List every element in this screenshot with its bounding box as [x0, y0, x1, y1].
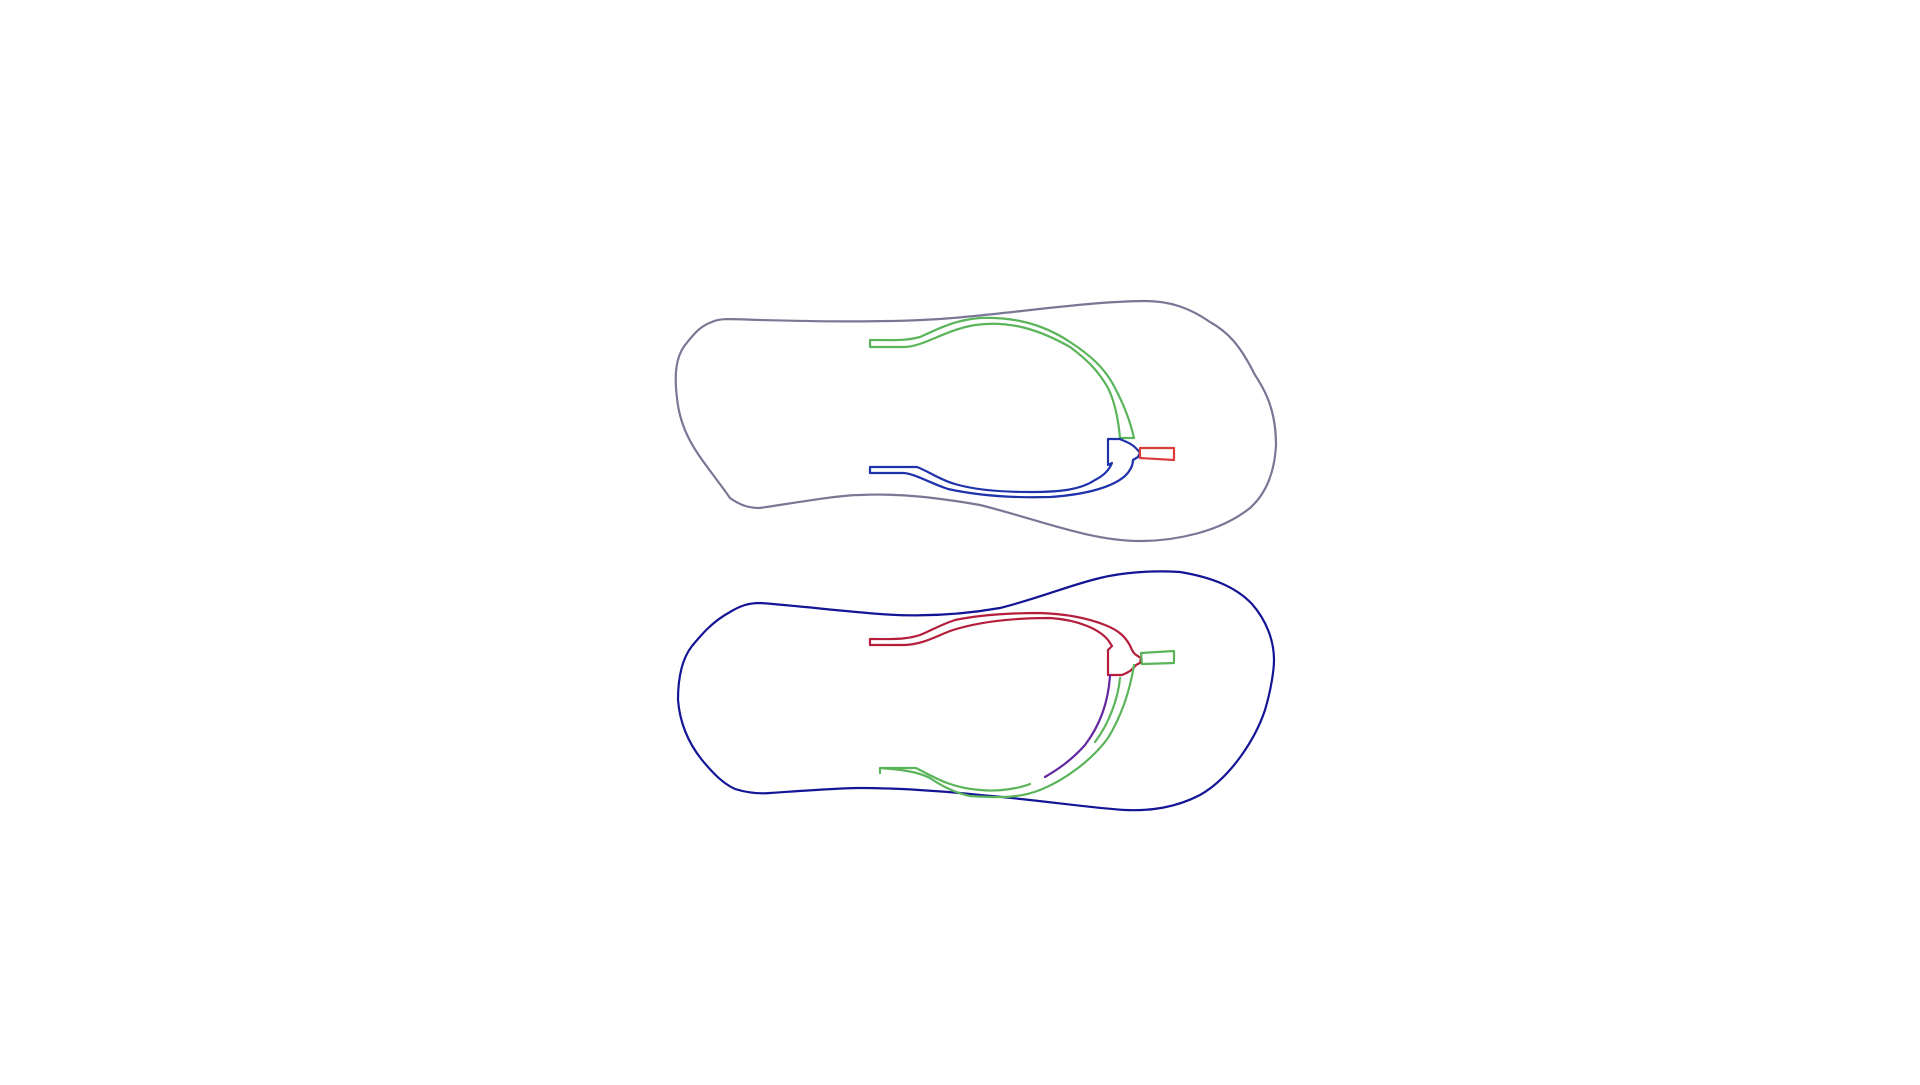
bottom-sole-outline	[676, 570, 1276, 812]
top-sole-outline	[674, 299, 1278, 543]
top-sandal	[674, 299, 1278, 543]
top-blue-strap	[868, 437, 1142, 499]
bottom-purple-strap	[1043, 674, 1112, 779]
bottom-green-strap	[878, 663, 1136, 799]
bottom-green-plug	[1139, 649, 1176, 666]
top-red-plug	[1138, 446, 1176, 462]
bottom-sandal	[676, 570, 1276, 812]
bottom-red-strap	[868, 611, 1143, 677]
top-green-strap	[868, 316, 1136, 440]
